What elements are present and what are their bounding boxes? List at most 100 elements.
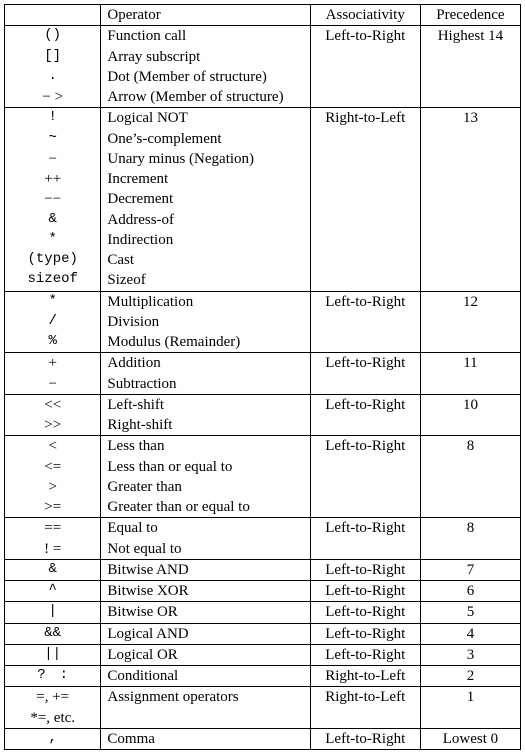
operator-symbol: & bbox=[5, 210, 101, 230]
table-row: |Bitwise ORLeft-to-Right5 bbox=[5, 602, 521, 623]
associativity-cell: Left-to-Right bbox=[310, 26, 420, 108]
operator-symbol: >= bbox=[5, 497, 101, 518]
operator-description: Decrement bbox=[101, 189, 310, 209]
header-symbol bbox=[5, 5, 101, 26]
operator-description: Arrow (Member of structure) bbox=[101, 87, 310, 108]
operator-symbol: < bbox=[5, 436, 101, 457]
precedence-cell: 7 bbox=[420, 559, 520, 580]
operator-symbol: << bbox=[5, 394, 101, 415]
associativity-cell: Right-to-Left bbox=[310, 666, 420, 687]
operator-symbol: −− bbox=[5, 189, 101, 209]
operator-symbol: , bbox=[5, 728, 101, 749]
operator-description: Bitwise AND bbox=[101, 559, 310, 580]
associativity-cell: Left-to-Right bbox=[310, 623, 420, 644]
operator-symbol: || bbox=[5, 644, 101, 665]
operator-symbol: % bbox=[5, 332, 101, 353]
operator-symbol: / bbox=[5, 312, 101, 332]
table-row: <<Left-shiftLeft-to-Right10 bbox=[5, 394, 521, 415]
operator-description: Indirection bbox=[101, 230, 310, 250]
operator-description: Greater than or equal to bbox=[101, 497, 310, 518]
table-row: <Less thanLeft-to-Right8 bbox=[5, 436, 521, 457]
table-row: *MultiplicationLeft-to-Right12 bbox=[5, 291, 521, 312]
table-row: ,CommaLeft-to-RightLowest 0 bbox=[5, 728, 521, 749]
associativity-cell: Left-to-Right bbox=[310, 518, 420, 560]
table-row: !Logical NOTRight-to-Left13 bbox=[5, 108, 521, 129]
precedence-cell: 4 bbox=[420, 623, 520, 644]
operator-description: Sizeof bbox=[101, 270, 310, 291]
precedence-cell: 3 bbox=[420, 644, 520, 665]
table-row: ||Logical ORLeft-to-Right3 bbox=[5, 644, 521, 665]
operator-description: Assignment operators bbox=[101, 687, 310, 708]
operator-precedence-table: Operator Associativity Precedence ()Func… bbox=[4, 4, 521, 750]
precedence-cell: 12 bbox=[420, 291, 520, 353]
associativity-cell: Left-to-Right bbox=[310, 436, 420, 518]
operator-symbol: − bbox=[5, 149, 101, 169]
operator-description: One’s-complement bbox=[101, 129, 310, 149]
operator-description: Subtraction bbox=[101, 374, 310, 395]
operator-description: Unary minus (Negation) bbox=[101, 149, 310, 169]
table-row: &Bitwise ANDLeft-to-Right7 bbox=[5, 559, 521, 580]
operator-description: Array subscript bbox=[101, 47, 310, 67]
operator-description: Right-shift bbox=[101, 415, 310, 436]
associativity-cell: Left-to-Right bbox=[310, 394, 420, 436]
operator-description: Bitwise XOR bbox=[101, 581, 310, 602]
operator-description: Conditional bbox=[101, 666, 310, 687]
operator-symbol: . bbox=[5, 67, 101, 87]
operator-symbol: ++ bbox=[5, 169, 101, 189]
operator-description: Multiplication bbox=[101, 291, 310, 312]
table-header-row: Operator Associativity Precedence bbox=[5, 5, 521, 26]
operator-description: Address-of bbox=[101, 210, 310, 230]
operator-description: Cast bbox=[101, 250, 310, 270]
operator-symbol: ^ bbox=[5, 581, 101, 602]
operator-symbol: [] bbox=[5, 47, 101, 67]
table-row: ==Equal toLeft-to-Right8 bbox=[5, 518, 521, 539]
operator-symbol: & bbox=[5, 559, 101, 580]
header-associativity: Associativity bbox=[310, 5, 420, 26]
operator-symbol: () bbox=[5, 26, 101, 47]
operator-description: Bitwise OR bbox=[101, 602, 310, 623]
operator-symbol: − bbox=[5, 374, 101, 395]
table-row: ? :ConditionalRight-to-Left2 bbox=[5, 666, 521, 687]
table-row: ^Bitwise XORLeft-to-Right6 bbox=[5, 581, 521, 602]
operator-description: Logical NOT bbox=[101, 108, 310, 129]
operator-description: Modulus (Remainder) bbox=[101, 332, 310, 353]
precedence-cell: 11 bbox=[420, 353, 520, 395]
operator-description: Function call bbox=[101, 26, 310, 47]
associativity-cell: Right-to-Left bbox=[310, 108, 420, 291]
operator-symbol: ? : bbox=[5, 666, 101, 687]
operator-description: Less than bbox=[101, 436, 310, 457]
operator-symbol: + bbox=[5, 353, 101, 374]
operator-symbol: > bbox=[5, 477, 101, 497]
operator-symbol: ! bbox=[5, 108, 101, 129]
operator-description: Logical AND bbox=[101, 623, 310, 644]
operator-description: Equal to bbox=[101, 518, 310, 539]
operator-description: Less than or equal to bbox=[101, 457, 310, 477]
operator-symbol: *=, etc. bbox=[5, 708, 101, 729]
associativity-cell: Left-to-Right bbox=[310, 728, 420, 749]
operator-symbol: >> bbox=[5, 415, 101, 436]
operator-symbol: sizeof bbox=[5, 270, 101, 291]
operator-description: Logical OR bbox=[101, 644, 310, 665]
precedence-cell: 8 bbox=[420, 518, 520, 560]
table-row: &&Logical ANDLeft-to-Right4 bbox=[5, 623, 521, 644]
operator-description: Left-shift bbox=[101, 394, 310, 415]
associativity-cell: Left-to-Right bbox=[310, 602, 420, 623]
associativity-cell: Left-to-Right bbox=[310, 644, 420, 665]
operator-symbol: <= bbox=[5, 457, 101, 477]
associativity-cell: Left-to-Right bbox=[310, 581, 420, 602]
operator-symbol: == bbox=[5, 518, 101, 539]
precedence-cell: Lowest 0 bbox=[420, 728, 520, 749]
operator-description bbox=[101, 708, 310, 729]
associativity-cell: Left-to-Right bbox=[310, 559, 420, 580]
operator-symbol: ! = bbox=[5, 539, 101, 560]
associativity-cell: Left-to-Right bbox=[310, 353, 420, 395]
table-row: +AdditionLeft-to-Right11 bbox=[5, 353, 521, 374]
precedence-cell: 6 bbox=[420, 581, 520, 602]
associativity-cell: Left-to-Right bbox=[310, 291, 420, 353]
operator-description: Greater than bbox=[101, 477, 310, 497]
operator-symbol: | bbox=[5, 602, 101, 623]
operator-symbol: (type) bbox=[5, 250, 101, 270]
operator-symbol: && bbox=[5, 623, 101, 644]
table-row: ()Function callLeft-to-RightHighest 14 bbox=[5, 26, 521, 47]
operator-symbol: ~ bbox=[5, 129, 101, 149]
